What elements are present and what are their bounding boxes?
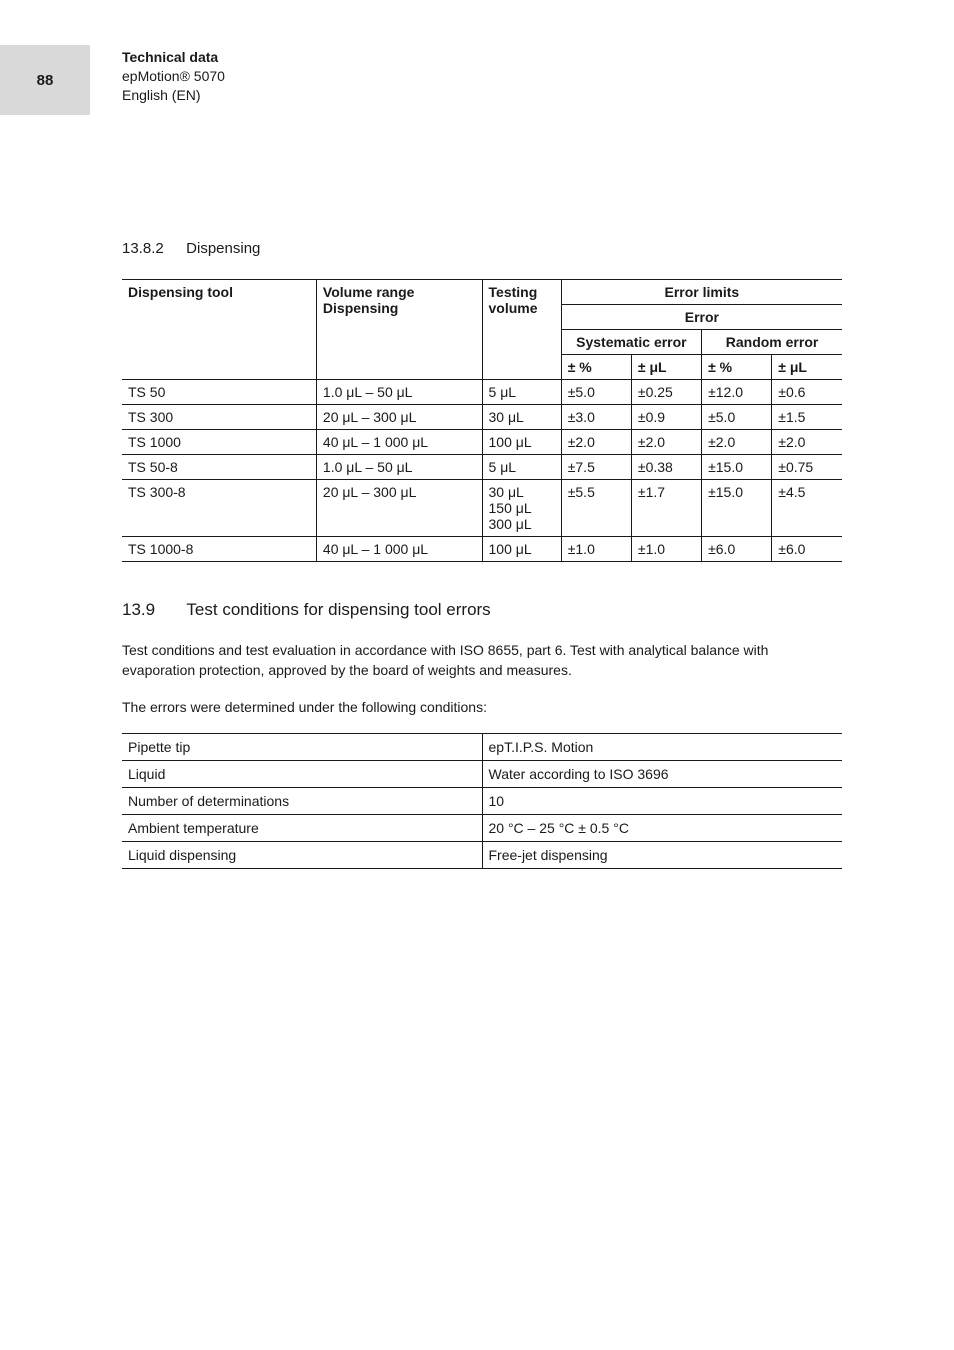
cell-range: 1.0 μL – 50 μL xyxy=(316,455,482,480)
cell-value: 20 °C – 25 °C ± 0.5 °C xyxy=(482,814,842,841)
header-title: Technical data xyxy=(122,48,225,67)
table-row: TS 30020 μL – 300 μL30 μL±3.0±0.9±5.0±1.… xyxy=(122,405,842,430)
dispensing-table: Dispensing tool Volume range Dispensing … xyxy=(122,279,842,562)
cell-test: 5 μL xyxy=(482,380,561,405)
cell-sys-pct: ±1.0 xyxy=(561,537,631,562)
cell-sys-ul: ±0.25 xyxy=(631,380,701,405)
cell-tool: TS 1000-8 xyxy=(122,537,316,562)
cell-sys-ul: ±0.9 xyxy=(631,405,701,430)
cell-test: 100 μL xyxy=(482,430,561,455)
table-row: Number of determinations10 xyxy=(122,787,842,814)
col-tool: Dispensing tool xyxy=(122,280,316,380)
cell-rand-pct: ±2.0 xyxy=(702,430,772,455)
page-number-tab: 88 xyxy=(0,45,90,115)
col-rand-ul: ± μL xyxy=(772,355,842,380)
cell-tool: TS 50 xyxy=(122,380,316,405)
cell-rand-ul: ±0.6 xyxy=(772,380,842,405)
cell-sys-pct: ±7.5 xyxy=(561,455,631,480)
col-sys-ul: ± μL xyxy=(631,355,701,380)
table-row: TS 1000-840 μL – 1 000 μL100 μL±1.0±1.0±… xyxy=(122,537,842,562)
cell-range: 20 μL – 300 μL xyxy=(316,405,482,430)
conditions-table: Pipette tipepT.I.P.S. MotionLiquidWater … xyxy=(122,733,842,869)
table-row: TS 50-81.0 μL – 50 μL5 μL±7.5±0.38±15.0±… xyxy=(122,455,842,480)
section-number: 13.9 xyxy=(122,600,182,620)
cell-tool: TS 300 xyxy=(122,405,316,430)
cell-sys-pct: ±5.5 xyxy=(561,480,631,537)
cell-range: 1.0 μL – 50 μL xyxy=(316,380,482,405)
cell-rand-pct: ±15.0 xyxy=(702,480,772,537)
cell-key: Ambient temperature xyxy=(122,814,482,841)
col-range-top: Volume range xyxy=(323,284,415,300)
cell-key: Liquid xyxy=(122,760,482,787)
cell-sys-ul: ±1.7 xyxy=(631,480,701,537)
col-limits: Error limits xyxy=(561,280,842,305)
subsection-number: 13.8.2 xyxy=(122,240,182,257)
col-test-top: Testing xyxy=(489,284,538,300)
cell-sys-pct: ±2.0 xyxy=(561,430,631,455)
conditions-para-1: Test conditions and test evaluation in a… xyxy=(122,640,842,681)
col-range: Volume range Dispensing xyxy=(316,280,482,380)
conditions-table-body: Pipette tipepT.I.P.S. MotionLiquidWater … xyxy=(122,733,842,868)
cell-range: 20 μL – 300 μL xyxy=(316,480,482,537)
dispensing-table-head: Dispensing tool Volume range Dispensing … xyxy=(122,280,842,380)
col-range-sub: Dispensing xyxy=(323,300,398,316)
page-number: 88 xyxy=(37,72,54,89)
subsection-title: Dispensing xyxy=(186,240,260,257)
cell-sys-ul: ±2.0 xyxy=(631,430,701,455)
cell-rand-ul: ±4.5 xyxy=(772,480,842,537)
conditions-para-2: The errors were determined under the fol… xyxy=(122,697,842,717)
cell-sys-pct: ±5.0 xyxy=(561,380,631,405)
section-title: Test conditions for dispensing tool erro… xyxy=(186,600,490,619)
header-language: English (EN) xyxy=(122,86,225,105)
col-rand-pct: ± % xyxy=(702,355,772,380)
cell-tool: TS 1000 xyxy=(122,430,316,455)
cell-rand-pct: ±6.0 xyxy=(702,537,772,562)
header-product: epMotion® 5070 xyxy=(122,67,225,86)
cell-value: Free-jet dispensing xyxy=(482,841,842,868)
cell-key: Liquid dispensing xyxy=(122,841,482,868)
running-header: Technical data epMotion® 5070 English (E… xyxy=(122,48,225,105)
dispensing-table-body: TS 501.0 μL – 50 μL5 μL±5.0±0.25±12.0±0.… xyxy=(122,380,842,562)
cell-key: Number of determinations xyxy=(122,787,482,814)
cell-rand-ul: ±0.75 xyxy=(772,455,842,480)
table-row: Liquid dispensingFree-jet dispensing xyxy=(122,841,842,868)
col-systematic: Systematic error xyxy=(561,330,701,355)
cell-test: 30 μL xyxy=(482,405,561,430)
table-row: TS 100040 μL – 1 000 μL100 μL±2.0±2.0±2.… xyxy=(122,430,842,455)
cell-sys-pct: ±3.0 xyxy=(561,405,631,430)
subsection-heading: 13.8.2 Dispensing xyxy=(122,240,842,257)
cell-rand-ul: ±2.0 xyxy=(772,430,842,455)
table-row: TS 501.0 μL – 50 μL5 μL±5.0±0.25±12.0±0.… xyxy=(122,380,842,405)
cell-tool: TS 50-8 xyxy=(122,455,316,480)
col-sys-pct: ± % xyxy=(561,355,631,380)
cell-value: epT.I.P.S. Motion xyxy=(482,733,842,760)
cell-test: 5 μL xyxy=(482,455,561,480)
cell-rand-pct: ±12.0 xyxy=(702,380,772,405)
table-row: LiquidWater according to ISO 3696 xyxy=(122,760,842,787)
page-content: 13.8.2 Dispensing Dispensing tool Volume… xyxy=(122,240,842,869)
cell-rand-ul: ±1.5 xyxy=(772,405,842,430)
cell-value: 10 xyxy=(482,787,842,814)
cell-test: 30 μL150 μL300 μL xyxy=(482,480,561,537)
cell-rand-pct: ±15.0 xyxy=(702,455,772,480)
cell-range: 40 μL – 1 000 μL xyxy=(316,430,482,455)
table-row: Pipette tipepT.I.P.S. Motion xyxy=(122,733,842,760)
col-test-sub: volume xyxy=(489,300,538,316)
col-test: Testing volume xyxy=(482,280,561,380)
cell-sys-ul: ±0.38 xyxy=(631,455,701,480)
cell-rand-ul: ±6.0 xyxy=(772,537,842,562)
table-row: Ambient temperature20 °C – 25 °C ± 0.5 °… xyxy=(122,814,842,841)
table-row: TS 300-820 μL – 300 μL30 μL150 μL300 μL±… xyxy=(122,480,842,537)
cell-test: 100 μL xyxy=(482,537,561,562)
section-heading: 13.9 Test conditions for dispensing tool… xyxy=(122,600,842,620)
cell-value: Water according to ISO 3696 xyxy=(482,760,842,787)
cell-range: 40 μL – 1 000 μL xyxy=(316,537,482,562)
cell-sys-ul: ±1.0 xyxy=(631,537,701,562)
col-error: Error xyxy=(561,305,842,330)
col-random: Random error xyxy=(702,330,842,355)
cell-tool: TS 300-8 xyxy=(122,480,316,537)
cell-rand-pct: ±5.0 xyxy=(702,405,772,430)
cell-key: Pipette tip xyxy=(122,733,482,760)
